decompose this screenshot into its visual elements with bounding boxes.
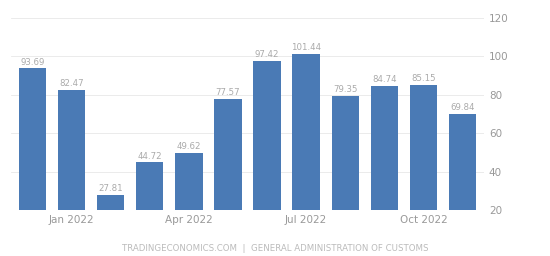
Bar [136, 163, 163, 210]
Text: 69.84: 69.84 [450, 103, 475, 112]
Bar [214, 99, 241, 210]
Bar [175, 153, 202, 210]
Bar [449, 114, 476, 210]
Bar [410, 85, 437, 210]
Text: 27.81: 27.81 [98, 184, 123, 193]
Text: 93.69: 93.69 [20, 58, 45, 67]
Text: 44.72: 44.72 [138, 152, 162, 161]
Text: 97.42: 97.42 [255, 50, 279, 59]
Text: 49.62: 49.62 [177, 142, 201, 151]
Bar [58, 90, 85, 210]
Text: 85.15: 85.15 [411, 74, 436, 83]
Text: 77.57: 77.57 [216, 89, 240, 98]
Text: 79.35: 79.35 [333, 85, 358, 94]
Bar [19, 68, 46, 210]
Text: 82.47: 82.47 [59, 79, 84, 88]
Text: 84.74: 84.74 [372, 75, 397, 84]
Bar [293, 54, 320, 210]
Bar [254, 61, 280, 210]
Bar [332, 96, 359, 210]
Bar [371, 86, 398, 210]
Text: 101.44: 101.44 [291, 43, 321, 52]
Text: TRADINGECONOMICS.COM  |  GENERAL ADMINISTRATION OF CUSTOMS: TRADINGECONOMICS.COM | GENERAL ADMINISTR… [122, 244, 428, 253]
Bar [97, 195, 124, 210]
